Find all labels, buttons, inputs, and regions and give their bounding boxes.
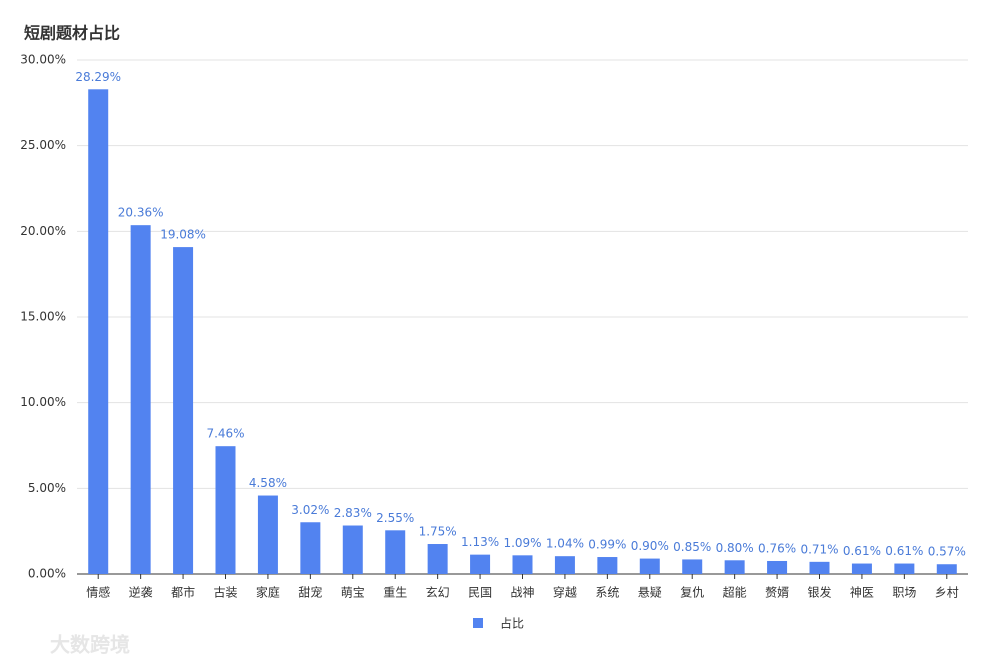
x-tick-label: 神医	[850, 586, 874, 600]
bar	[385, 530, 406, 574]
watermark: 大数跨境	[50, 633, 130, 657]
data-label: 3.02%	[291, 503, 329, 517]
x-tick-label: 战神	[510, 586, 534, 600]
y-tick-label: 5.00%	[28, 481, 66, 495]
bar	[724, 560, 745, 574]
x-tick-label: 复仇	[680, 586, 704, 600]
data-label: 0.76%	[758, 541, 796, 555]
x-tick-label: 都市	[171, 585, 195, 600]
data-label: 0.90%	[631, 539, 669, 553]
bar	[639, 558, 660, 574]
data-label: 0.57%	[928, 545, 966, 559]
bar	[470, 554, 491, 574]
x-tick-label: 情感	[86, 585, 110, 600]
bar	[173, 247, 194, 574]
bar	[342, 525, 363, 574]
y-tick-label: 0.00%	[28, 567, 66, 581]
y-tick-label: 25.00%	[20, 138, 66, 152]
y-tick-label: 20.00%	[20, 224, 66, 238]
data-label: 2.83%	[334, 506, 372, 520]
bar	[130, 225, 151, 574]
x-tick-label: 萌宝	[341, 586, 365, 600]
x-tick-label: 超能	[723, 585, 747, 600]
data-label: 0.85%	[673, 540, 711, 554]
data-label: 2.55%	[376, 511, 414, 525]
y-tick-label: 30.00%	[20, 53, 66, 67]
x-tick-label: 甜宠	[298, 585, 322, 600]
x-tick-label: 玄幻	[426, 585, 450, 600]
bar	[554, 556, 575, 574]
bar	[936, 564, 957, 574]
x-tick-label: 职场	[892, 586, 916, 600]
bar	[300, 522, 321, 574]
bar	[809, 561, 830, 574]
x-tick-label: 逆袭	[129, 585, 153, 600]
x-tick-label: 赘婿	[765, 585, 789, 600]
legend-label: 占比	[500, 616, 524, 631]
data-label: 0.99%	[588, 538, 626, 552]
x-tick-label: 穿越	[553, 585, 577, 600]
bar	[427, 544, 448, 574]
data-label: 0.61%	[885, 544, 923, 558]
data-label: 19.08%	[160, 228, 206, 242]
bar	[215, 446, 236, 574]
data-label: 1.75%	[419, 525, 457, 539]
data-label: 28.29%	[75, 70, 121, 84]
x-tick-label: 民国	[468, 586, 492, 600]
bar	[512, 555, 533, 574]
bar	[767, 560, 788, 574]
x-tick-label: 重生	[383, 586, 407, 600]
data-label: 7.46%	[206, 427, 244, 441]
y-tick-label: 15.00%	[20, 310, 66, 324]
data-label: 0.71%	[800, 542, 838, 556]
bar	[851, 563, 872, 574]
data-label: 1.09%	[503, 536, 541, 550]
x-tick-label: 银发	[807, 585, 831, 600]
data-label: 0.80%	[716, 541, 754, 555]
legend-swatch	[473, 618, 483, 628]
bar	[597, 557, 618, 574]
bar	[257, 495, 278, 574]
data-label: 0.61%	[843, 544, 881, 558]
data-label: 4.58%	[249, 476, 287, 490]
data-label: 1.04%	[546, 537, 584, 551]
x-tick-label: 古装	[213, 585, 237, 600]
data-label: 1.13%	[461, 535, 499, 549]
bar	[682, 559, 703, 574]
bar	[894, 563, 915, 574]
x-tick-label: 系统	[595, 586, 619, 600]
x-tick-label: 悬疑	[638, 585, 662, 600]
data-label: 20.36%	[118, 206, 164, 220]
x-tick-label: 乡村	[935, 586, 959, 600]
y-tick-label: 10.00%	[20, 395, 66, 409]
x-tick-label: 家庭	[256, 585, 280, 600]
bar	[88, 89, 109, 574]
chart-title: 短剧题材占比	[24, 24, 120, 43]
